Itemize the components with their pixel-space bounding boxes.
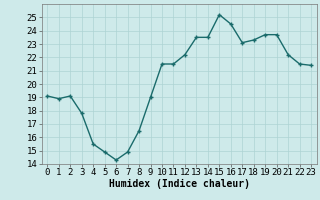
X-axis label: Humidex (Indice chaleur): Humidex (Indice chaleur) — [109, 179, 250, 189]
